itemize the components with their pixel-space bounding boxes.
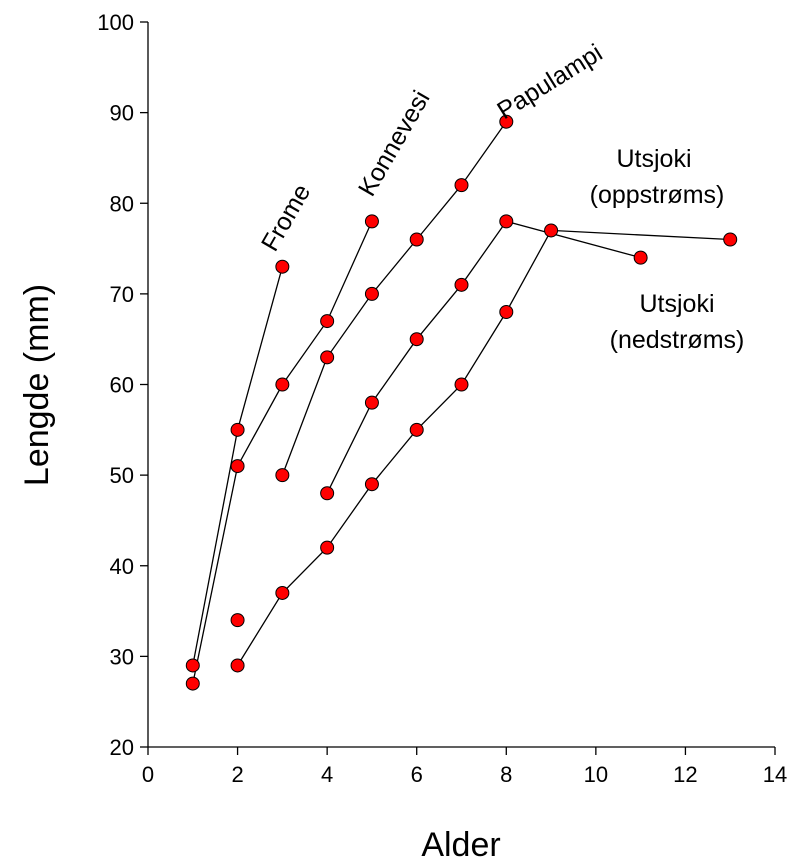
y-tick-label: 70 [110, 282, 134, 307]
series-label-frome: Frome [256, 179, 316, 256]
data-point [275, 377, 290, 392]
y-tick-label: 60 [110, 373, 134, 398]
x-tick-label: 6 [411, 762, 423, 787]
x-tick-label: 10 [584, 762, 608, 787]
axes: 20 30 40 50 60 70 80 90 100 0 2 4 6 8 10 12 14 [97, 10, 787, 787]
data-point [723, 232, 738, 247]
x-axis-title: Alder [421, 826, 500, 864]
y-tick-label: 100 [97, 10, 134, 35]
y-tick-label: 40 [110, 554, 134, 579]
data-point [364, 477, 379, 492]
series-label-utsjoki-oppstroms: Utsjoki [616, 145, 691, 173]
data-point [454, 377, 469, 392]
data-point [409, 332, 424, 347]
y-tick-label: 30 [110, 644, 134, 669]
data-point [364, 214, 379, 229]
data-point [499, 214, 514, 229]
y-tick-label: 80 [110, 191, 134, 216]
data-point [320, 486, 335, 501]
series-line [326, 220, 641, 494]
x-tick-label: 12 [673, 762, 697, 787]
series-label-papulampi: Papulampi [492, 39, 607, 125]
x-tick-label: 14 [763, 762, 787, 787]
data-point [275, 259, 290, 274]
series-label-utsjoki-nedstroms-2: (nedstrøms) [610, 326, 745, 354]
series-label-utsjoki-nedstroms: Utsjoki [639, 290, 714, 318]
series-line [281, 121, 507, 476]
data-point [633, 250, 648, 265]
data-point [275, 468, 290, 483]
data-points [185, 114, 738, 691]
data-point [320, 350, 335, 365]
data-point [409, 232, 424, 247]
data-point [364, 395, 379, 410]
data-point [499, 305, 514, 319]
data-point [230, 613, 245, 628]
data-point [320, 314, 335, 329]
y-tick-label: 50 [110, 463, 134, 488]
data-point [409, 422, 424, 437]
y-axis-title: Lengde (mm) [18, 284, 56, 486]
series-label-konnevesi: Konnevesi [353, 86, 436, 201]
data-point [454, 178, 469, 193]
data-point [320, 540, 335, 555]
y-tick-label: 90 [110, 101, 134, 126]
data-point [185, 658, 200, 673]
data-point [454, 277, 469, 292]
data-point [499, 114, 514, 129]
data-point [364, 286, 379, 301]
x-tick-label: 8 [500, 762, 512, 787]
y-tick-label: 20 [110, 735, 134, 760]
x-tick-label: 4 [321, 762, 333, 787]
data-point [230, 658, 245, 673]
x-tick-label: 2 [231, 762, 243, 787]
series-label-utsjoki-oppstroms-2: (oppstrøms) [590, 181, 725, 209]
data-point [230, 422, 245, 437]
data-point [185, 676, 200, 691]
data-point [275, 585, 290, 600]
x-tick-label: 0 [142, 762, 154, 787]
data-point [230, 459, 245, 474]
data-point [544, 223, 559, 238]
series-line [192, 221, 373, 684]
